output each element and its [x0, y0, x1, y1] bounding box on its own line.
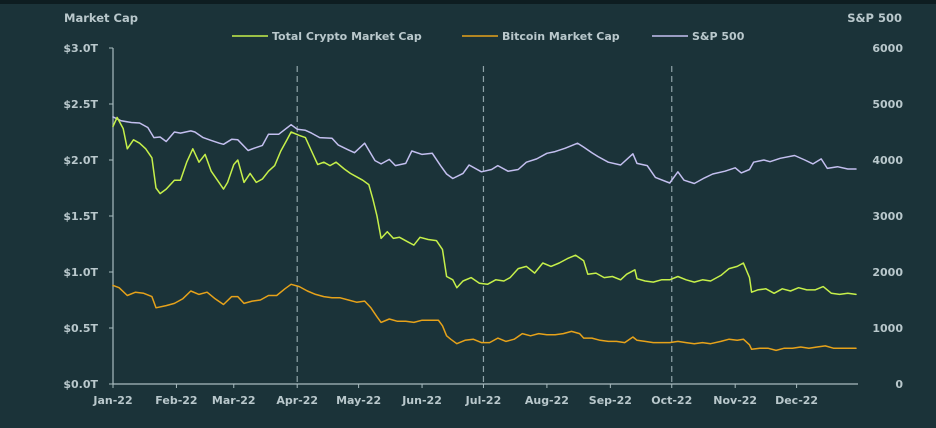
x-tick-label: Dec-22 — [775, 394, 818, 407]
series-line-total-crypto-market-cap — [112, 116, 857, 296]
right-tick-label: 4000 — [872, 154, 903, 167]
x-tick-label: Jan-22 — [92, 394, 132, 407]
left-tick-label: $2.5T — [63, 98, 98, 111]
x-tick-label: Aug-22 — [525, 394, 569, 407]
right-tick-label: 2000 — [872, 266, 903, 279]
right-tick-label: 3000 — [872, 210, 903, 223]
x-tick-label: Apr-22 — [276, 394, 318, 407]
right-tick-label: 6000 — [872, 42, 903, 55]
left-tick-label: $0.5T — [63, 322, 98, 335]
series-line-bitcoin-market-cap — [112, 283, 857, 352]
legend-label-bitcoin-market-cap: Bitcoin Market Cap — [502, 30, 620, 43]
right-tick-label: 5000 — [872, 98, 903, 111]
left-tick-label: $1.0T — [63, 266, 98, 279]
right-tick-label: 1000 — [872, 322, 903, 335]
x-tick-label: Jul-22 — [465, 394, 502, 407]
x-tick-label: May-22 — [336, 394, 381, 407]
series-line-s-p-500 — [112, 116, 857, 185]
left-tick-label: $3.0T — [63, 42, 98, 55]
left-tick-label: $0.0T — [63, 378, 98, 391]
x-tick-label: Oct-22 — [651, 394, 692, 407]
legend-label-s-p-500: S&P 500 — [692, 30, 745, 43]
x-tick-label: Nov-22 — [713, 394, 757, 407]
right-axis-title: S&P 500 — [847, 11, 902, 25]
legend-label-total-crypto-market-cap: Total Crypto Market Cap — [272, 30, 422, 43]
left-axis-title: Market Cap — [64, 11, 138, 25]
left-tick-label: $2.0T — [63, 154, 98, 167]
x-tick-label: Jun-22 — [401, 394, 442, 407]
right-tick-label: 0 — [895, 378, 903, 391]
x-tick-label: Feb-22 — [155, 394, 197, 407]
left-tick-label: $1.5T — [63, 210, 98, 223]
window-top-bar — [0, 0, 936, 4]
x-tick-label: Sep-22 — [589, 394, 632, 407]
x-tick-label: Mar-22 — [212, 394, 256, 407]
